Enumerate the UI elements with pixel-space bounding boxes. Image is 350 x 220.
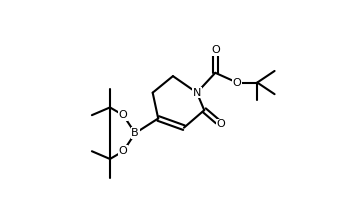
Text: N: N (193, 88, 201, 98)
Text: B: B (131, 128, 139, 138)
Text: O: O (216, 119, 225, 129)
Text: O: O (211, 45, 220, 55)
Text: O: O (119, 146, 128, 156)
Text: O: O (119, 110, 128, 120)
Text: O: O (233, 78, 241, 88)
